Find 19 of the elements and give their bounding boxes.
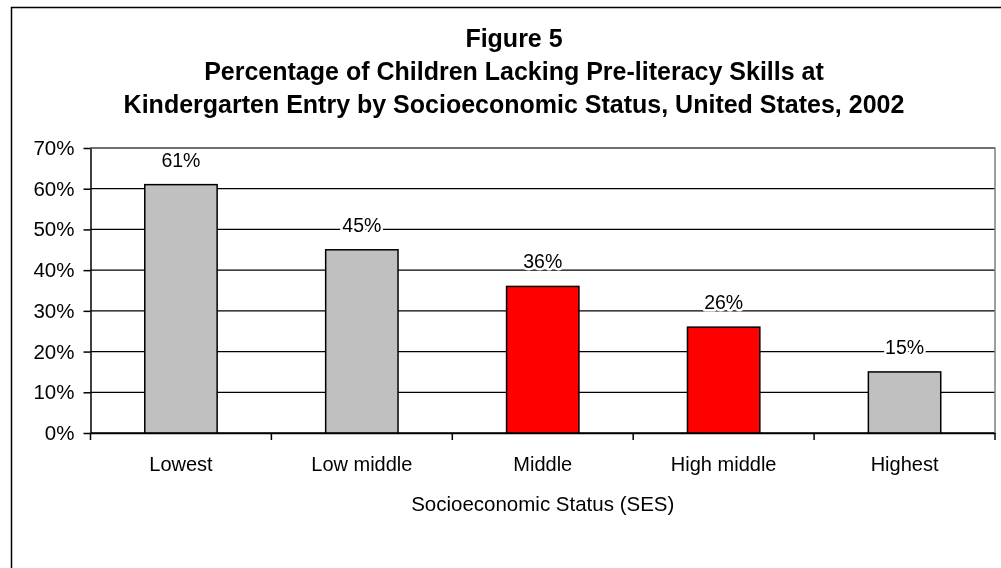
y-tick-label: 10% <box>33 380 75 404</box>
y-tick-label: 50% <box>33 217 75 241</box>
chart-subtitle: Percentage of Children Lacking Pre-literacy Skills at Kindergarten Entry by Socioeconomic Status, United States, 2002 <box>123 57 905 118</box>
x-tick-label: Middle <box>513 453 573 476</box>
y-tick-label: 0% <box>44 421 75 445</box>
x-tick-label: Lowest <box>149 453 214 476</box>
y-tick-label: 30% <box>33 298 75 322</box>
y-tick-label: 40% <box>33 258 75 282</box>
y-tick-label: 60% <box>33 176 75 200</box>
y-tick-label: 70% <box>33 136 75 160</box>
x-tick-label: Highest <box>870 453 939 476</box>
y-tick-label: 20% <box>33 339 75 363</box>
data-label: 36% <box>523 250 563 273</box>
x-tick-label: Low middle <box>311 453 413 476</box>
chart-title: Figure 5 <box>465 24 563 52</box>
x-tick-label: High middle <box>670 453 777 476</box>
x-axis-title: Socioeconomic Status (SES) <box>411 492 675 515</box>
data-label: 26% <box>704 291 744 314</box>
data-label: 61% <box>161 148 201 171</box>
